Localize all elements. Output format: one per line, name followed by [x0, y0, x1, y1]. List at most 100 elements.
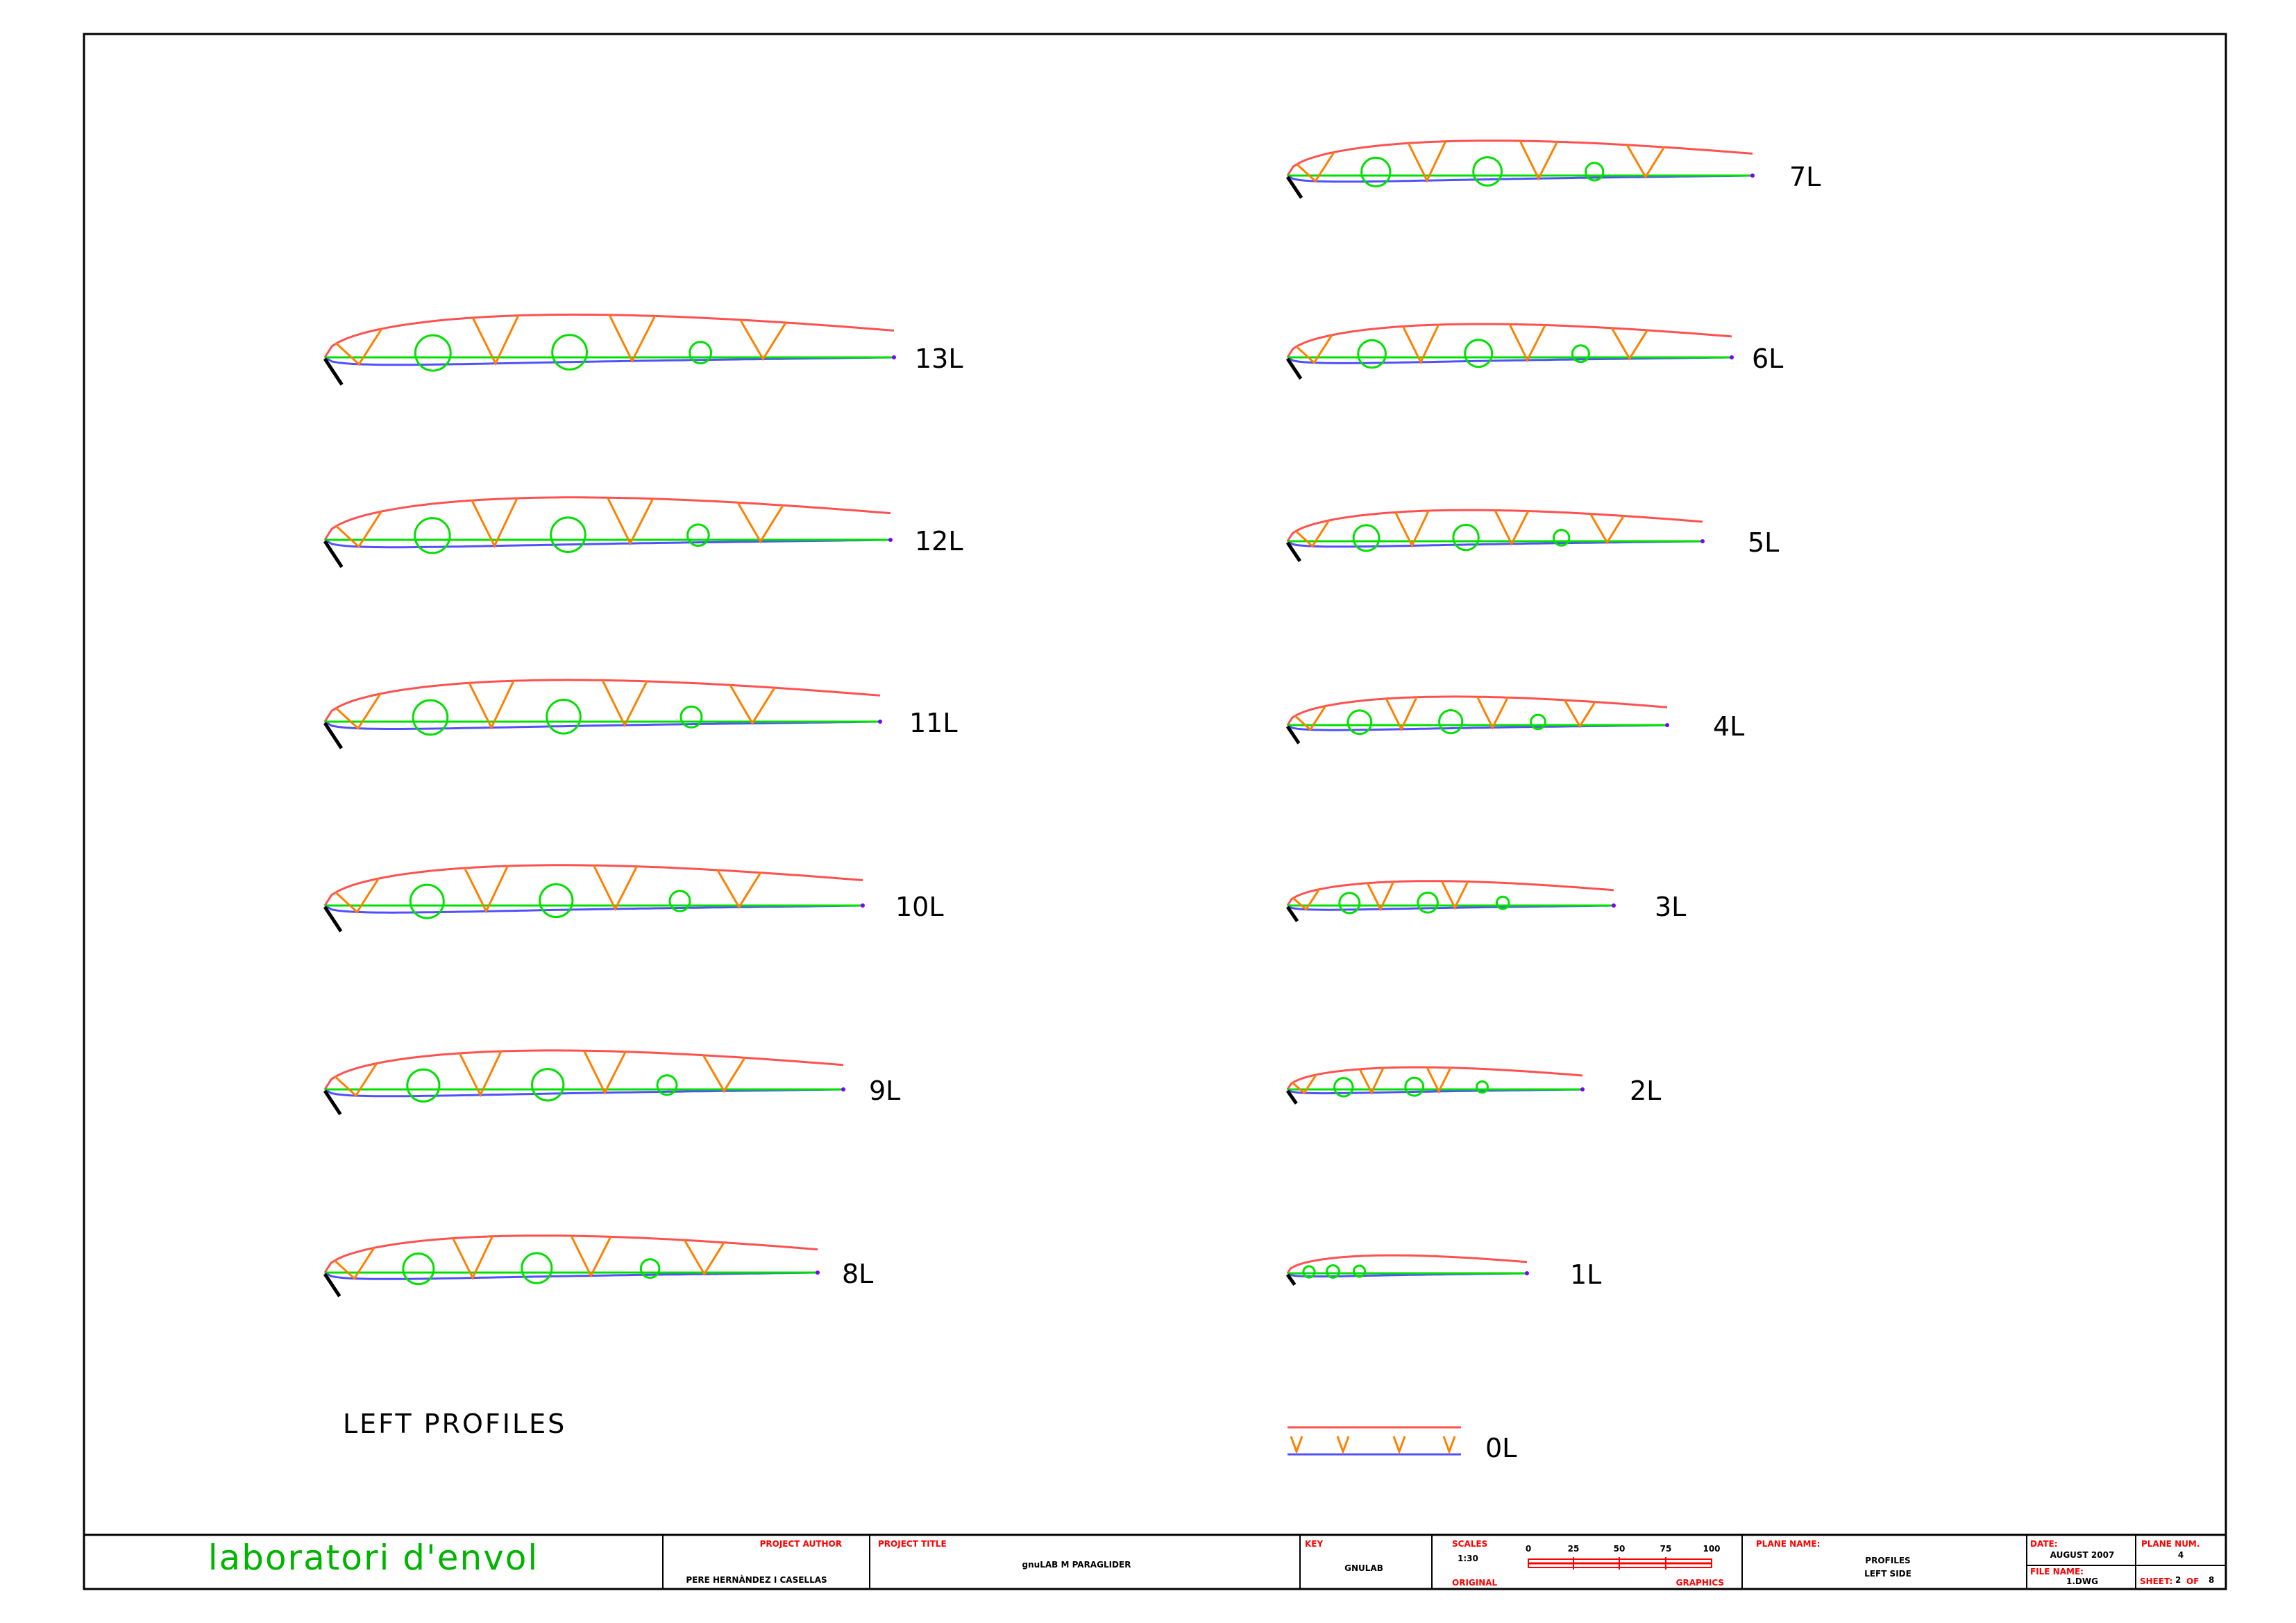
profile-4L: 4L: [1285, 695, 1744, 745]
upper-surface: [1286, 1254, 1528, 1274]
nose-intake: [1285, 357, 1303, 380]
vent-hole: [412, 699, 449, 736]
vent-hole: [539, 883, 574, 919]
vent-hole: [1553, 529, 1571, 547]
vent-hole: [1495, 895, 1510, 910]
diagonal-rib: [335, 511, 382, 549]
upper-surface: [1286, 323, 1732, 358]
diagonal-rib: [1589, 513, 1625, 545]
vent-hole: [679, 705, 703, 729]
vent-hole: [1452, 523, 1480, 552]
diagonal-rib: [1295, 334, 1333, 365]
profile-label-12L: 12L: [915, 526, 963, 556]
diagonal-rib: [468, 680, 515, 731]
diagonal-rib: [1440, 881, 1469, 910]
profile-label-9L: 9L: [869, 1076, 900, 1106]
vent-hole: [1338, 892, 1361, 915]
diagonal-rib: [736, 502, 784, 544]
graphics-label: GRAPHICS: [1676, 1578, 1724, 1588]
upper-surface: [323, 496, 891, 541]
vent-hole: [1326, 1264, 1340, 1279]
vent-hole: [639, 1258, 661, 1279]
diagonal-rib: [1292, 1074, 1317, 1095]
profile-1L: 1L: [1285, 1254, 1601, 1290]
sheet-prefix: SHEET:: [2140, 1577, 2172, 1586]
diagonal-rib: [583, 1050, 627, 1096]
profile-9L: 9L: [323, 1049, 900, 1116]
profile-label-1L: 1L: [1570, 1259, 1601, 1290]
vent-hole: [414, 517, 451, 554]
profile-label-0L: 0L: [1485, 1433, 1517, 1463]
trailing-edge: [888, 538, 893, 542]
vent-hole: [1464, 339, 1494, 368]
vent-hole: [551, 334, 588, 371]
scale-tick-100: 100: [1703, 1544, 1720, 1554]
vent-hole: [1302, 1265, 1316, 1279]
diagonal-rib: [452, 1236, 493, 1281]
profile-13L: 13L: [323, 313, 963, 386]
upper-surface: [1286, 1066, 1583, 1090]
profile-label-3L: 3L: [1655, 892, 1686, 922]
profile-8L: 8L: [323, 1234, 873, 1298]
upper-surface: [1286, 139, 1753, 176]
nose-intake: [1285, 1089, 1298, 1105]
diagonal-rib: [1294, 705, 1326, 731]
nose-intake: [323, 540, 344, 568]
diagonal-rib: [335, 328, 383, 366]
trailing-edge: [1730, 355, 1734, 359]
vent-hole: [1352, 524, 1381, 552]
lower-surface: [324, 720, 881, 730]
trailing-edge: [1525, 1271, 1529, 1275]
vent-hole: [546, 699, 582, 735]
plane-name-line2: LEFT SIDE: [1864, 1569, 1911, 1579]
diagonal-rib: [1426, 1067, 1452, 1094]
scale-value: 1:30: [1458, 1554, 1478, 1563]
profile-10L: 10L: [323, 864, 944, 933]
nose-intake: [1285, 906, 1299, 922]
vent-hole: [1404, 1076, 1425, 1097]
diagonals-0L: [1290, 1436, 1456, 1455]
diagonal-rib: [1407, 141, 1447, 183]
vent-hole: [1353, 1264, 1366, 1278]
upper-surface: [323, 864, 863, 906]
diagonal-rib: [1508, 323, 1546, 363]
profile-label-10L: 10L: [895, 892, 944, 922]
upper-surface: [1286, 880, 1614, 906]
scale-tick-0: 0: [1526, 1544, 1531, 1554]
diagonal-rib: [1519, 140, 1558, 181]
vent-hole: [1360, 156, 1392, 188]
profile-label-5L: 5L: [1748, 527, 1779, 558]
profile-label-13L: 13L: [915, 343, 963, 374]
sheet-number: SHEET: 2 OF 8: [2140, 1575, 2214, 1586]
nose-intake: [323, 906, 343, 933]
file-name-heading: FILE NAME:: [2030, 1567, 2084, 1577]
vent-hole: [1417, 892, 1439, 914]
profile-7L: 7L: [1285, 139, 1821, 199]
profile-label-8L: 8L: [842, 1259, 873, 1289]
profile-12L: 12L: [323, 496, 963, 568]
key-heading: KEY: [1305, 1539, 1323, 1549]
vent-hole: [668, 890, 691, 912]
diagonal-rib: [593, 865, 638, 912]
vent-hole: [1357, 339, 1387, 369]
trailing-edge: [878, 720, 882, 724]
profile-label-4L: 4L: [1713, 711, 1744, 742]
diagonal-rib: [1402, 324, 1440, 365]
date-heading: DATE:: [2030, 1539, 2058, 1549]
diagonal-rib: [1366, 881, 1395, 912]
vent-hole: [550, 516, 586, 554]
diagonal-rib: [458, 1051, 503, 1098]
title-block: laboratori d'envol PROJECT AUTHOR PERE H…: [83, 1533, 2227, 1590]
profile-3L: 3L: [1285, 880, 1686, 922]
diagonal-rib: [1564, 699, 1596, 729]
plane-name-heading: PLANE NAME:: [1756, 1539, 1820, 1549]
trailing-edge: [1580, 1087, 1585, 1091]
nose-intake: [1285, 176, 1303, 199]
upper-surface: [323, 313, 895, 358]
nose-intake: [323, 357, 344, 386]
diagonal-rib: [702, 1054, 746, 1094]
nose-intake: [323, 1089, 342, 1116]
nose-intake: [1285, 541, 1302, 563]
diagonal-rib: [607, 497, 655, 546]
